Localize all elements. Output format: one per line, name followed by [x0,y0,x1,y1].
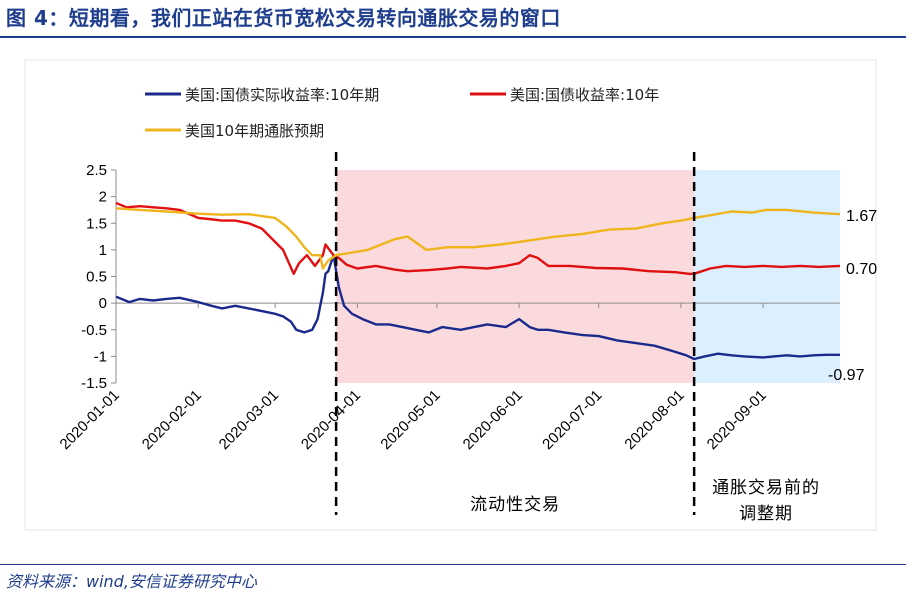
y-tick-label: 0 [99,295,107,312]
y-tick-label: 0.5 [86,269,107,286]
end-value-label-1: 1.67 [846,208,877,225]
series-line-3 [115,207,841,270]
y-tick-label: 1.5 [86,215,107,232]
x-tick-label: 2020-07-01 [539,387,605,453]
phase-label-inflation-line-1: 通胀交易前的 [712,478,820,498]
legend-entry-3: 美国10年期通胀预期 [185,122,324,140]
chart-frame [24,59,877,531]
end-value-label-2: 0.70 [846,261,877,278]
x-tick-label: 2020-03-01 [216,387,282,453]
series-line-2 [115,201,841,275]
x-tick-label: 2020-02-01 [139,387,205,453]
x-tick-label: 2020-09-01 [704,387,770,453]
legend-entry-1: 美国:国债实际收益率:10年期 [185,86,379,104]
y-tick-label: -1.5 [81,375,107,392]
source-rule [0,564,906,565]
legend-entry-2: 美国:国债收益率:10年 [510,86,659,104]
x-tick-label: 2020-01-01 [57,387,123,453]
y-tick-label: -1 [94,348,107,365]
region-band-2 [694,170,840,383]
series-line-1 [115,253,840,361]
region-band-1 [336,170,695,383]
x-tick-label: 2020-04-01 [298,387,364,453]
source-note: 资料来源：wind,安信证券研究中心 [6,572,257,591]
end-value-label-3: -0.97 [828,367,865,384]
phase-label-liquidity: 流动性交易 [470,495,560,515]
y-tick-label: 2 [99,189,107,206]
y-tick-label: 1 [99,242,107,259]
x-tick-label: 2020-05-01 [377,387,443,453]
x-tick-label: 2020-06-01 [460,387,526,453]
figure-title: 图 4：短期看，我们正站在货币宽松交易转向通胀交易的窗口 [6,6,561,30]
title-rule [0,36,906,38]
phase-label-inflation-line-2: 调整期 [739,504,793,524]
y-tick-label: 2.5 [86,162,107,179]
x-tick-label: 2020-08-01 [621,387,687,453]
y-tick-label: -0.5 [81,322,107,339]
